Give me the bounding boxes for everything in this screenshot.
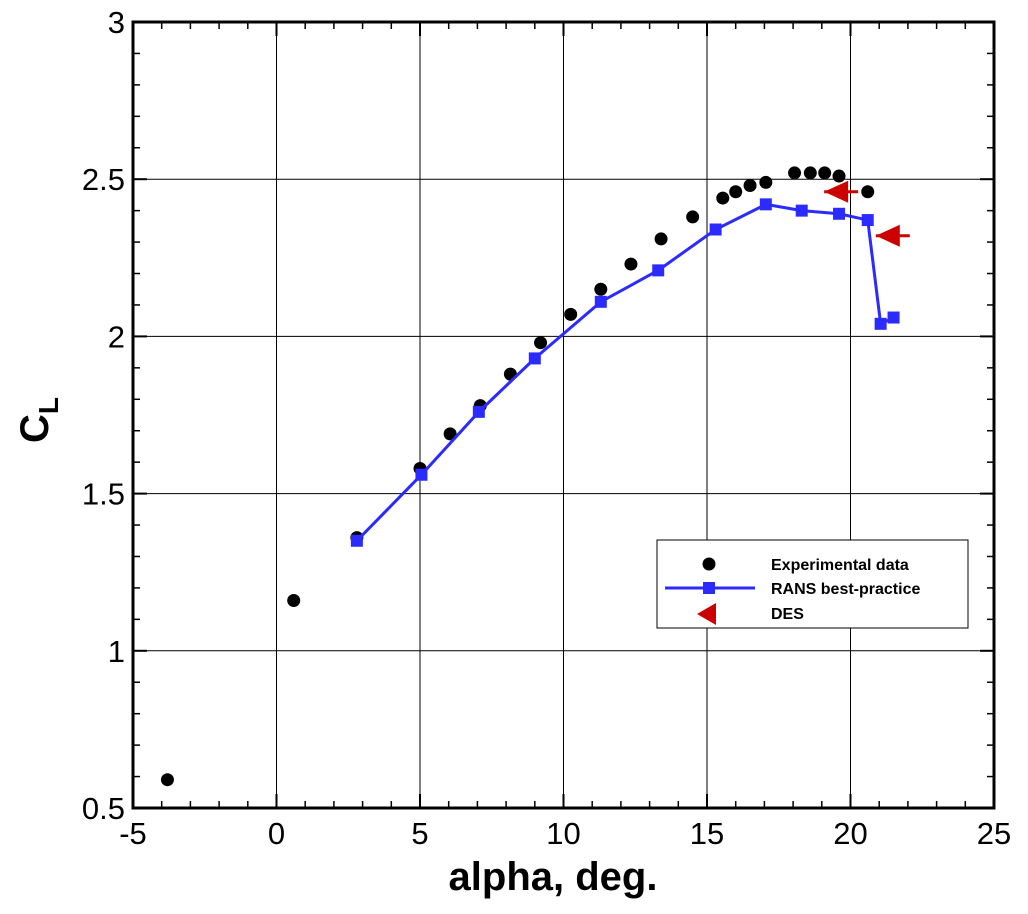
data-point-square [528, 352, 541, 365]
legend-label-des: DES [771, 606, 804, 623]
data-point-circle [759, 175, 773, 189]
data-point-circle [287, 593, 301, 607]
y-tick-label: 1.5 [82, 477, 125, 512]
tick-labels: -5 0 5 10 15 20 25 0.5 1 1.5 2 2.5 3 [82, 5, 1011, 851]
data-point-square [472, 405, 485, 418]
data-point-square [759, 198, 772, 211]
y-axis-title-main: C [13, 414, 57, 443]
data-point-square [350, 534, 363, 547]
data-point-circle [443, 427, 457, 441]
legend-marker-rans [703, 582, 715, 594]
data-point-square [887, 311, 900, 324]
y-axis-title-sub: L [33, 397, 64, 414]
plot-frame [131, 20, 996, 810]
data-point-circle [716, 191, 730, 205]
data-point-square [594, 295, 607, 308]
data-point-square [415, 468, 428, 481]
x-axis-title: alpha, deg. [449, 855, 658, 899]
data-point-circle [818, 166, 832, 180]
des-triangle [824, 180, 849, 203]
data-point-left-triangle [875, 224, 910, 247]
series-layer [160, 166, 910, 787]
x-tick-label: -5 [119, 816, 147, 851]
y-tick-label: 2.5 [82, 162, 125, 197]
data-point-circle [832, 169, 846, 183]
y-tick-label: 0.5 [82, 791, 125, 826]
data-point-circle [654, 232, 668, 246]
data-point-circle [594, 282, 608, 296]
legend-marker-des [697, 603, 716, 625]
data-point-circle [534, 336, 548, 350]
series-1 [350, 198, 900, 547]
data-point-left-triangle [824, 180, 859, 203]
data-point-circle [803, 166, 817, 180]
x-tick-label: 5 [411, 816, 428, 851]
series-2 [824, 180, 910, 247]
rans-line [355, 202, 895, 542]
data-point-square [874, 317, 887, 330]
x-tick-label: 20 [833, 816, 867, 851]
data-point-square [861, 214, 874, 227]
data-point-circle [686, 210, 700, 224]
legend-label-experimental: Experimental data [771, 557, 909, 574]
des-triangle [875, 224, 900, 247]
data-point-circle [160, 773, 174, 787]
y-axis-title: CL [13, 397, 64, 443]
data-point-circle [729, 185, 743, 199]
data-point-circle [624, 257, 638, 271]
data-point-square [795, 204, 808, 217]
data-point-square [709, 223, 722, 236]
data-point-circle [564, 307, 578, 321]
x-tick-label: 15 [690, 816, 724, 851]
data-point-circle [861, 185, 875, 199]
legend-label-rans: RANS best-practice [771, 581, 920, 598]
series-0 [160, 166, 875, 787]
y-tick-label: 3 [108, 5, 125, 40]
x-tick-label: 25 [977, 816, 1011, 851]
y-tick-label: 2 [108, 319, 125, 354]
legend: Experimental data RANS best-practice DES [656, 539, 969, 629]
x-tick-label: 0 [268, 816, 285, 851]
data-point-circle [743, 178, 757, 192]
legend-marker-experimental [702, 557, 716, 571]
x-tick-label: 10 [546, 816, 580, 851]
data-point-circle [788, 166, 802, 180]
data-point-square [652, 264, 665, 277]
grid [133, 22, 994, 808]
svg-text:CL: CL [13, 397, 64, 443]
data-point-square [833, 207, 846, 220]
y-tick-label: 1 [108, 634, 125, 669]
